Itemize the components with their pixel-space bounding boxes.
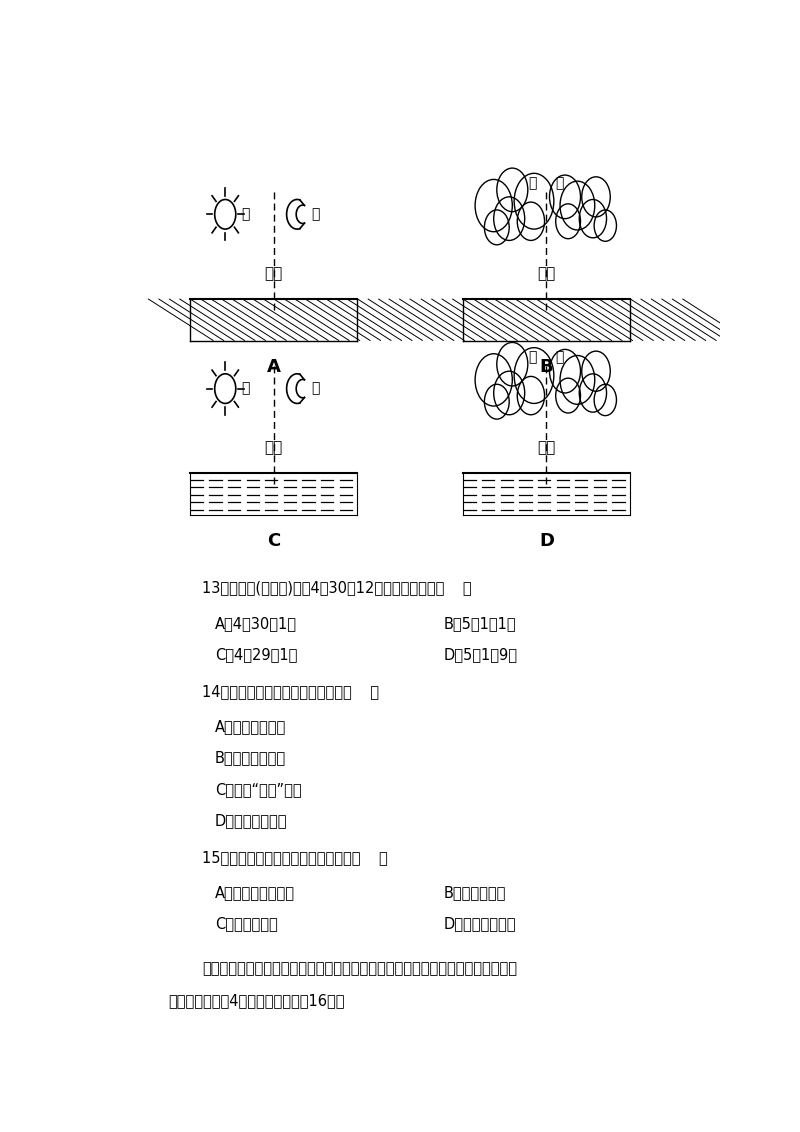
Text: 夜: 夜 — [556, 350, 564, 365]
Text: A．4月30日1时: A．4月30日1时 — [214, 616, 297, 631]
Text: 昼: 昼 — [242, 381, 250, 395]
Text: 夜: 夜 — [310, 381, 319, 395]
Text: 近年来，雾霉天气在我国频繁出现，空气质量问题已引起全社会高度关注。下图是: 近年来，雾霉天气在我国频繁出现，空气质量问题已引起全社会高度关注。下图是 — [202, 961, 518, 976]
Text: D: D — [539, 532, 554, 550]
Text: 夜: 夜 — [310, 207, 319, 221]
Bar — [190, 299, 358, 341]
Text: 14．太阳活动对地球造成的影响是（    ）: 14．太阳活动对地球造成的影响是（ ） — [202, 684, 379, 698]
Bar — [462, 299, 630, 341]
Text: 夜: 夜 — [556, 175, 564, 190]
Text: 陆地: 陆地 — [538, 266, 555, 281]
Text: C．产生“磁暴”现象: C．产生“磁暴”现象 — [214, 782, 302, 797]
Text: B: B — [539, 358, 554, 376]
Bar — [462, 473, 630, 515]
Text: 昼: 昼 — [242, 207, 250, 221]
Bar — [190, 473, 358, 515]
Text: A．维持地表温度: A．维持地表温度 — [214, 719, 286, 734]
Text: A: A — [266, 358, 281, 376]
Text: 海洋: 海洋 — [265, 440, 282, 455]
Text: B．导致昼夜交替: B．导致昼夜交替 — [214, 751, 286, 765]
Text: A．空气中的水汽多: A．空气中的水汽多 — [214, 885, 294, 900]
Text: C．4月29日1时: C．4月29日1时 — [214, 648, 297, 662]
Text: 15．霜冻多出现在晴朗的夜晚是因为（    ）: 15．霜冻多出现在晴朗的夜晚是因为（ ） — [202, 850, 388, 865]
Text: 陆地: 陆地 — [265, 266, 282, 281]
Text: D．大气逆辐射弱: D．大气逆辐射弱 — [444, 917, 517, 932]
Text: 昼: 昼 — [529, 350, 537, 365]
Text: B．5月1日1时: B．5月1日1时 — [444, 616, 517, 631]
Text: B．太阳辐射弱: B．太阳辐射弱 — [444, 885, 506, 900]
Text: 昼: 昼 — [529, 175, 537, 190]
Text: D．5月1日9时: D．5月1日9时 — [444, 648, 518, 662]
Text: 13．当纽约(西五区)处于4月30日12时时，北京应为（    ）: 13．当纽约(西五区)处于4月30日12时时，北京应为（ ） — [202, 581, 472, 595]
Text: D．促进大气运动: D．促进大气运动 — [214, 813, 287, 829]
Text: 海洋: 海洋 — [538, 440, 555, 455]
Text: C．地面辐射弱: C．地面辐射弱 — [214, 917, 278, 932]
Text: C: C — [267, 532, 280, 550]
Text: 气温垂直分布的4种情形。读图完成16题。: 气温垂直分布的4种情形。读图完成16题。 — [168, 994, 345, 1009]
